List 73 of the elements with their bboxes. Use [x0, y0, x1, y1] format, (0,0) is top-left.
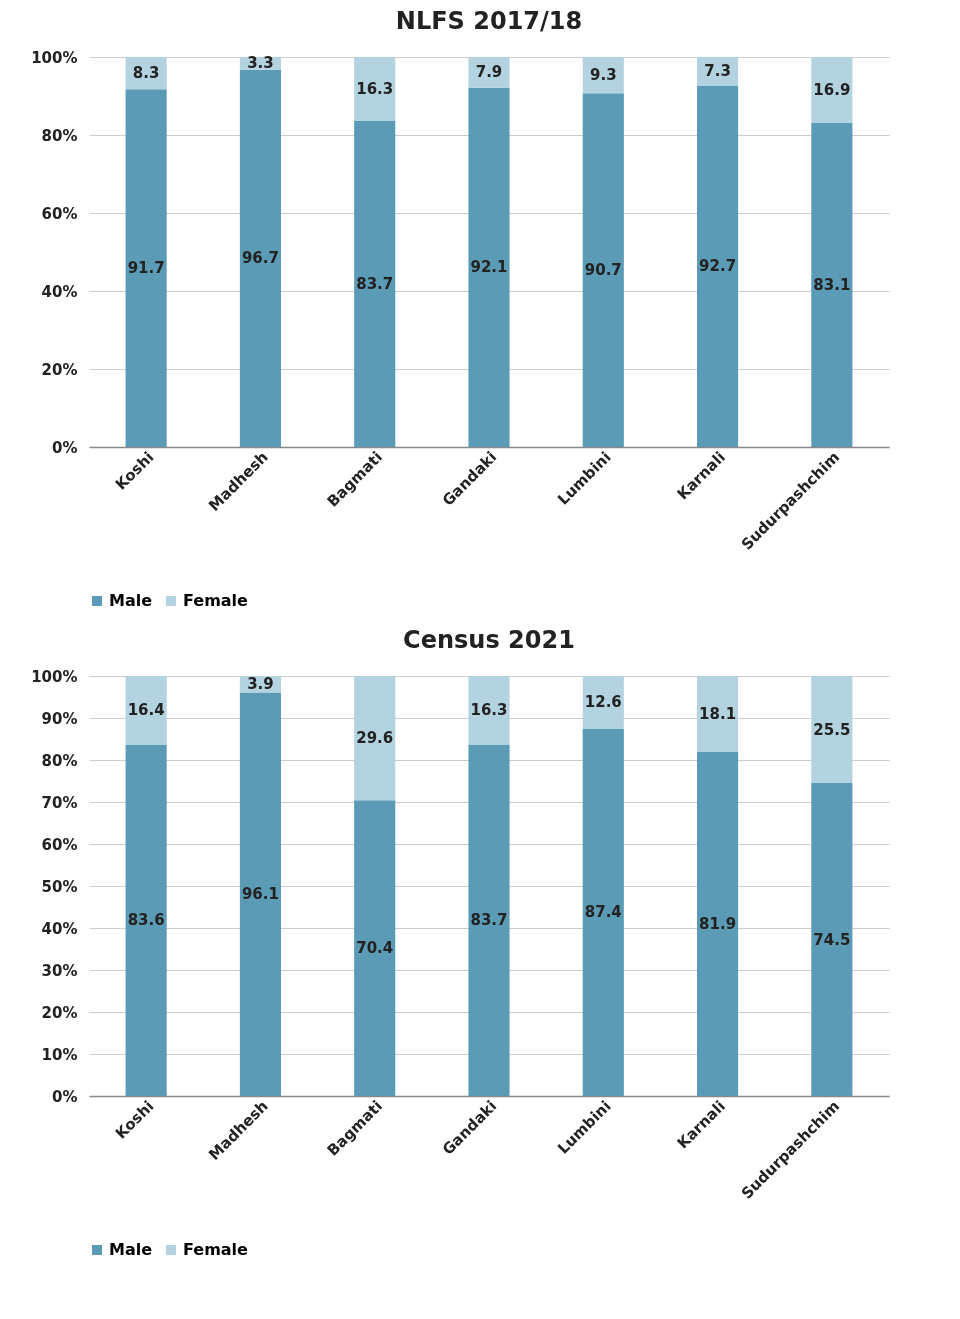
data-label: 29.6 [356, 729, 394, 748]
data-label: 74.5 [813, 930, 851, 949]
y-tick-label: 60% [41, 835, 78, 854]
data-label: 83.7 [356, 274, 394, 293]
legend-label: Male [109, 1240, 153, 1259]
bar [125, 89, 167, 447]
data-label: 83.6 [127, 911, 165, 930]
data-label: 25.5 [813, 720, 851, 739]
data-label: 7.3 [704, 62, 731, 81]
bar [354, 676, 396, 801]
bar [354, 57, 396, 121]
bar [239, 69, 281, 447]
data-label: 91.7 [127, 259, 165, 278]
bar [239, 692, 281, 1096]
bar [354, 120, 396, 447]
y-tick-label: 80% [41, 751, 78, 770]
data-label: 16.3 [470, 701, 508, 720]
data-label: 92.7 [699, 257, 737, 276]
y-tick-label: 100% [31, 667, 78, 686]
data-label: 83.7 [470, 911, 508, 930]
data-label: 87.4 [584, 903, 622, 922]
data-label: 96.1 [241, 885, 279, 904]
y-tick-label: 20% [41, 1003, 78, 1022]
y-tick-label: 40% [41, 282, 78, 301]
bar [125, 744, 167, 1096]
bar [468, 57, 510, 88]
data-label: 70.4 [356, 939, 394, 958]
bar [468, 676, 510, 745]
y-tick-label: 90% [41, 709, 78, 728]
data-label: 83.1 [813, 275, 851, 294]
data-label: 92.1 [470, 258, 508, 277]
data-label: 7.9 [475, 63, 503, 82]
y-tick-label: 100% [31, 48, 78, 67]
y-tick-label: 50% [41, 877, 78, 896]
bar [697, 85, 739, 447]
bar [811, 783, 853, 1096]
y-tick-label: 60% [41, 204, 78, 223]
y-tick-label: 30% [41, 961, 78, 980]
data-label: 9.3 [590, 66, 617, 85]
bar [811, 676, 853, 784]
bar [582, 728, 624, 1096]
legend-label: Female [183, 591, 249, 610]
bar [582, 93, 624, 447]
data-label: 90.7 [584, 261, 622, 280]
legend-label: Female [183, 1240, 249, 1259]
data-label: 12.6 [584, 693, 622, 712]
bar [468, 744, 510, 1096]
chart-title: NLFS 2017/18 [395, 7, 583, 35]
data-label: 8.3 [132, 64, 160, 83]
bar [811, 122, 853, 447]
data-label: 16.9 [813, 80, 851, 99]
y-tick-label: 10% [41, 1045, 78, 1064]
data-label: 96.7 [241, 249, 279, 268]
y-tick-label: 0% [52, 1087, 78, 1106]
bar [697, 752, 739, 1096]
data-label: 16.4 [127, 701, 165, 720]
bar [697, 676, 739, 753]
y-tick-label: 20% [41, 360, 78, 379]
data-label: 16.3 [356, 79, 394, 98]
y-tick-label: 0% [52, 438, 78, 457]
bar [468, 87, 510, 447]
y-tick-label: 80% [41, 126, 78, 145]
y-tick-label: 70% [41, 793, 78, 812]
data-label: 3.9 [247, 675, 274, 694]
legend-label: Male [109, 591, 153, 610]
chart-title: Census 2021 [403, 626, 575, 654]
bar [125, 676, 167, 745]
bar [354, 800, 396, 1096]
data-label: 81.9 [699, 915, 737, 934]
bar [811, 57, 853, 123]
data-label: 3.3 [247, 54, 274, 73]
y-tick-label: 40% [41, 919, 78, 938]
data-label: 18.1 [699, 705, 737, 724]
